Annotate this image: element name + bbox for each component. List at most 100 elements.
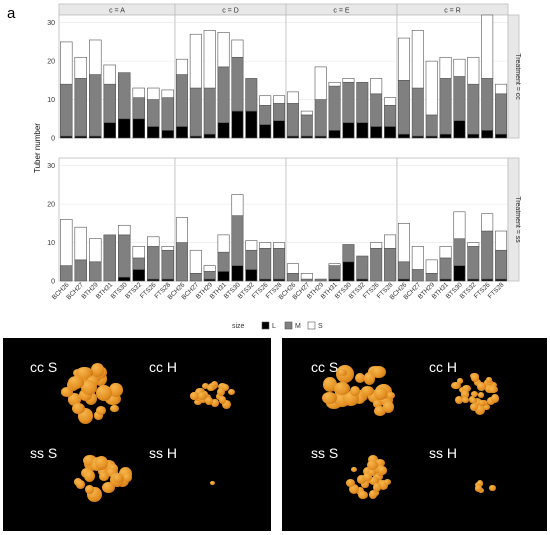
bar-7-BCH27-M [411, 269, 424, 282]
bar-3-BCH27-M [411, 87, 424, 137]
tuber [368, 454, 378, 465]
legend-label-L: L [272, 323, 276, 330]
bar-4-BTS32-S [132, 246, 145, 259]
bar-1-BTS30-S [231, 39, 244, 58]
row-strip-label-1: Treatment = ss [514, 196, 521, 243]
tuber [363, 372, 376, 385]
bar-4-BTS30-S [118, 224, 131, 236]
bar-2-FTS26-S [370, 78, 383, 95]
bar-0-BTS30-L [118, 118, 131, 139]
tuber [93, 411, 104, 420]
bar-0-FTS28-M [161, 97, 174, 131]
bar-7-BTS30-L [453, 265, 466, 282]
bar-1-BCH26-M [175, 74, 188, 127]
bar-5-BCH27-M [189, 273, 202, 282]
bar-1-FTS26-L [259, 124, 272, 139]
bar-7-BTS32-M [467, 246, 480, 280]
photo-b-label-ss-h: ss H [149, 445, 177, 461]
tuber [210, 480, 216, 486]
bar-1-BTH31-M [217, 66, 230, 123]
ytick-label-0-10: 10 [47, 97, 55, 104]
tuber [470, 391, 479, 398]
photo-c-label-ss-h: ss H [429, 445, 457, 461]
bar-3-BCH27-S [411, 30, 424, 89]
bar-5-BTS30-S [231, 194, 244, 216]
bar-2-FTS26-M [370, 93, 383, 127]
tuber [322, 391, 338, 405]
tuber [75, 479, 86, 490]
tuber [83, 455, 97, 467]
tuber [102, 481, 116, 493]
legend-label-M: M [295, 323, 301, 330]
tuber [216, 392, 223, 400]
bar-1-BCH27-S [189, 33, 202, 89]
tuber [218, 396, 227, 405]
ytick-label-1-30: 30 [47, 163, 55, 170]
tuber [345, 478, 356, 488]
bar-4-BTS30-M [118, 234, 131, 278]
tuber [362, 477, 370, 486]
bar-4-FTS26-S [147, 236, 160, 247]
bar-2-BTH29-S [314, 66, 327, 100]
bar-1-BTH29-M [203, 87, 216, 135]
bar-2-FTS28-S [384, 97, 397, 106]
bar-2-BTH31-M [328, 85, 341, 131]
tuber [371, 365, 387, 379]
bar-0-FTS26-M [147, 99, 160, 127]
bar-1-BCH26-L [175, 126, 188, 139]
legend-key-L [261, 321, 270, 330]
bar-2-BTS30-M [342, 81, 355, 123]
bar-1-BTS30-L [231, 110, 244, 139]
bar-6-BTS32-M [356, 255, 369, 280]
bar-7-BTS30-M [453, 238, 466, 266]
bar-0-FTS28-S [161, 89, 174, 98]
tuber [113, 474, 124, 483]
facet-label-3: c = R [444, 8, 461, 15]
bar-0-BTH29-S [89, 39, 102, 75]
bar-2-BCH26-M [286, 103, 299, 137]
bar-6-BCH26-M [286, 273, 299, 282]
bar-2-FTS28-L [384, 126, 397, 139]
photo-b-label-ss-s: ss S [30, 445, 58, 461]
tuber [386, 391, 396, 400]
bar-1-BTH29-S [203, 30, 216, 89]
tuber [451, 381, 461, 390]
tuber [72, 403, 86, 414]
bar-2-BCH27-S [300, 110, 313, 116]
bar-3-FTS26-M [481, 78, 494, 131]
tuber [471, 374, 480, 383]
tuber [350, 386, 361, 397]
bar-6-FTS26-M [370, 248, 383, 282]
bar-3-BTS30-L [453, 120, 466, 139]
bar-3-BTH29-S [425, 60, 438, 116]
bar-3-BCH26-M [397, 80, 410, 135]
bar-3-BCH26-L [397, 133, 410, 139]
tuber [350, 466, 358, 473]
ytick-label-1-10: 10 [47, 240, 55, 247]
tuber [110, 404, 119, 413]
photo-b-label-cc-s: cc S [30, 359, 58, 375]
tuber [361, 386, 374, 397]
bar-1-FTS26-M [259, 105, 272, 125]
tuber [354, 372, 365, 383]
bar-5-BTS32-M [245, 249, 258, 270]
tuber [198, 391, 207, 401]
bar-4-BCH27-M [74, 259, 87, 282]
bar-2-BTS30-S [342, 78, 355, 83]
tuber [348, 483, 359, 494]
tuber [384, 479, 391, 485]
bar-5-BCH27-S [189, 249, 202, 274]
bar-6-BTS30-M [342, 244, 355, 263]
tuber [108, 382, 123, 397]
bar-1-BCH27-M [189, 87, 202, 137]
tuber [201, 382, 210, 390]
photo-c-label-cc-s: cc S [311, 359, 339, 375]
row-strip-label-0: Treatment = cc [514, 53, 521, 100]
tuber [367, 468, 377, 477]
bar-1-BTH29-L [203, 133, 216, 139]
bar-1-FTS28-S [273, 95, 286, 104]
ytick-label-1-0: 0 [51, 279, 55, 286]
bar-6-BTS30-L [342, 261, 355, 282]
bar-1-FTS28-M [273, 103, 286, 122]
